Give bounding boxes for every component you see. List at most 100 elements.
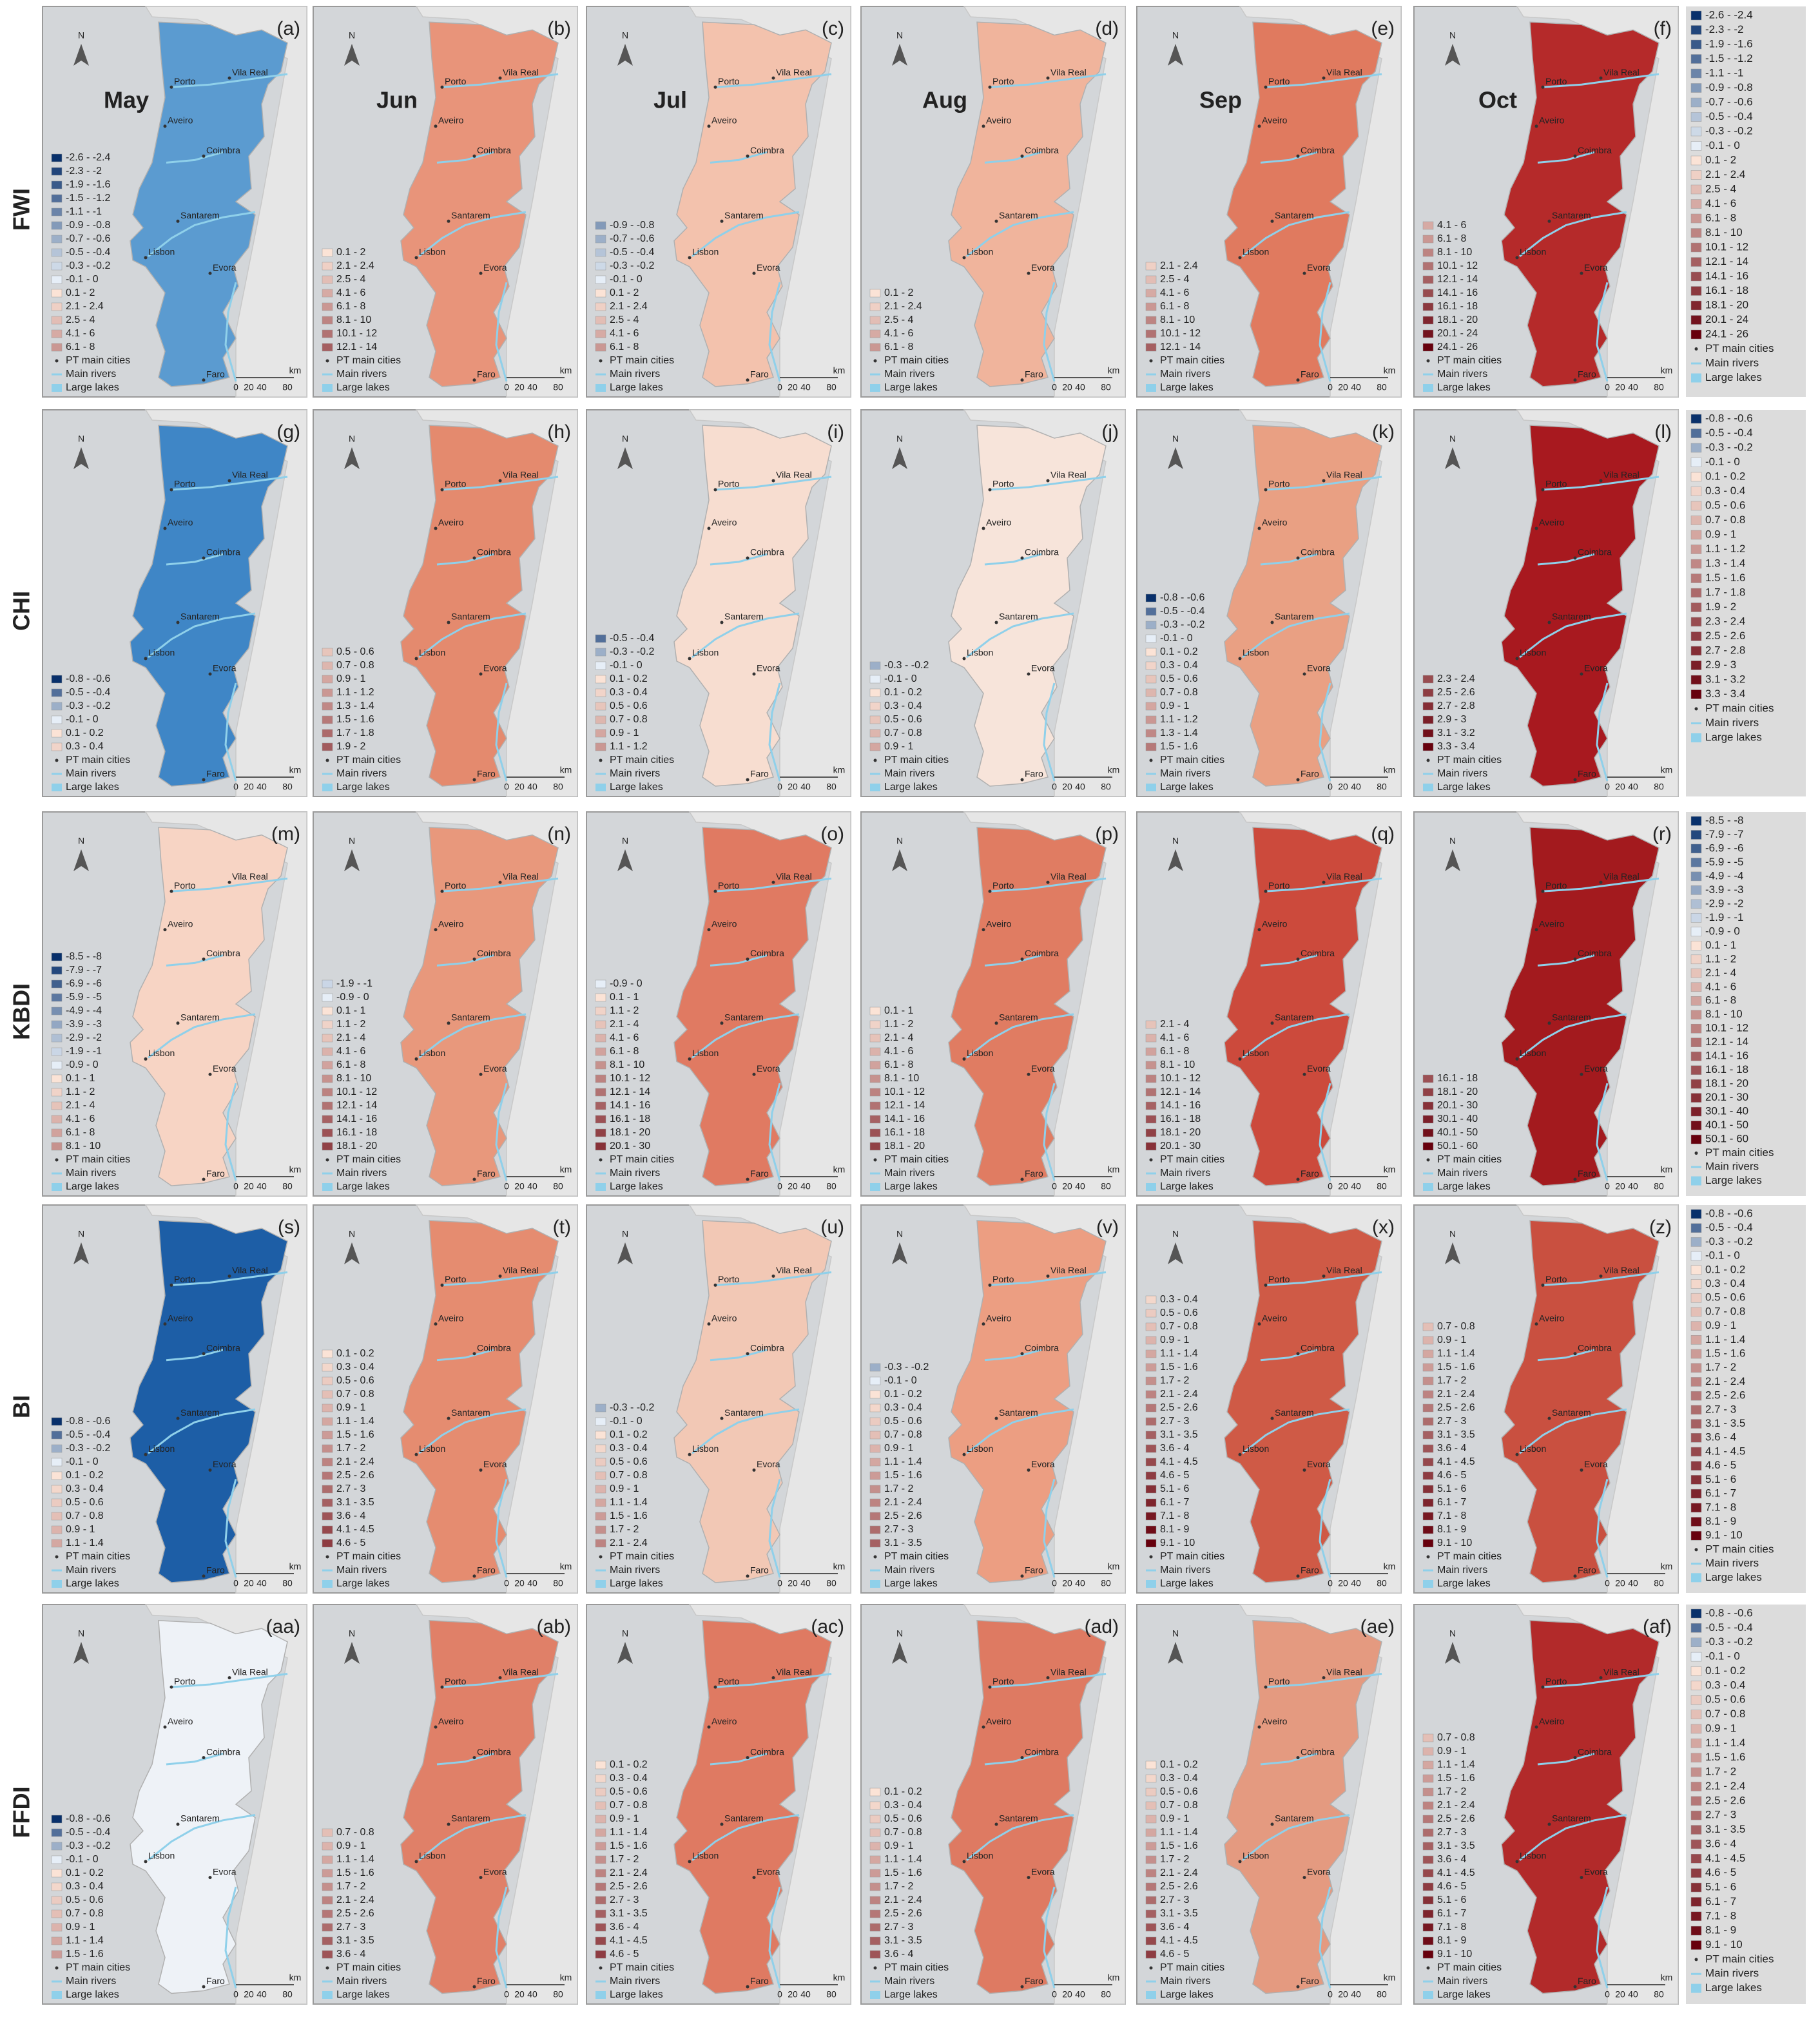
legend-label: 0.5 - 0.6 <box>610 1786 648 1797</box>
panel-label: (h) <box>547 421 571 443</box>
legend-label: 0.1 - 1 <box>610 992 639 1003</box>
city-name: Lisbon <box>1243 1443 1269 1454</box>
legend-swatch <box>595 1855 606 1864</box>
row-legend-box <box>1686 1605 1806 2004</box>
city-dot <box>1296 154 1300 158</box>
legend-label: -7.9 - -7 <box>1705 828 1744 840</box>
legend-extra: PT main cities <box>1705 342 1774 354</box>
spain-land <box>1516 1604 1679 2005</box>
legend-label: 8.1 - 10 <box>336 314 371 325</box>
legend-swatch <box>869 1815 881 1824</box>
legend-label: -0.9 - 0 <box>1705 925 1740 937</box>
city-dot <box>688 1057 692 1061</box>
city-dot <box>414 256 418 260</box>
legend-label: 3.1 - 3.5 <box>336 1497 374 1508</box>
legend-swatch <box>595 1444 606 1453</box>
city-dot <box>746 957 750 961</box>
river <box>1265 1271 1382 1286</box>
legend-label: 0.5 - 0.6 <box>610 700 648 711</box>
legend-label: 1.1 - 1.4 <box>336 1416 374 1427</box>
spain-land <box>1239 1604 1402 2005</box>
city-dot <box>1302 1072 1306 1076</box>
legend-label: 1.1 - 1.4 <box>884 1456 922 1467</box>
city-dot <box>434 124 438 128</box>
river <box>495 682 508 782</box>
city-name: Lisbon <box>1520 247 1546 257</box>
legend-label: 1.5 - 1.6 <box>1437 1362 1475 1373</box>
city-dot <box>1020 1985 1024 1989</box>
legend-swatch <box>595 1923 606 1932</box>
city-dot <box>1515 1057 1519 1061</box>
legend-label: 2.1 - 2.4 <box>610 1538 648 1548</box>
scale-label: 20 <box>244 1989 254 2000</box>
city-dot <box>1027 1876 1030 1880</box>
river <box>1319 1886 1331 1989</box>
city-name: Evora <box>1307 1866 1331 1876</box>
city-dot <box>479 271 483 275</box>
legend-swatch <box>1422 1417 1434 1426</box>
legend-swatch <box>595 1088 606 1097</box>
legend-label: -0.1 - 0 <box>66 714 99 725</box>
city-name: Coimbra <box>1301 1342 1335 1353</box>
city-name: Aveiro <box>1539 517 1565 528</box>
north-label: N <box>622 30 628 41</box>
legend-swatch <box>51 262 63 271</box>
city-dot <box>771 479 775 483</box>
legend-label: -0.3 - -0.2 <box>1160 619 1204 630</box>
legend-label: 14.1 - 16 <box>1160 1100 1201 1111</box>
legend-swatch <box>1145 648 1157 657</box>
scale-label: 20 <box>1062 782 1072 792</box>
scale-label: 40 <box>1351 1578 1361 1588</box>
legend-label: 0.3 - 0.4 <box>1705 1277 1745 1289</box>
city-name: Vila Real <box>232 470 268 480</box>
north-label: N <box>896 1229 903 1239</box>
city-name: Santarem <box>451 612 490 622</box>
scale-label: 0 <box>1328 782 1333 792</box>
legend-lake-symbol <box>1423 384 1433 392</box>
scale-label: 80 <box>282 382 293 392</box>
legend-label: 40.1 - 50 <box>1705 1119 1748 1131</box>
city-dot <box>1580 271 1583 275</box>
legend-extra: Main rivers <box>66 1565 116 1576</box>
legend-swatch <box>1690 1796 1702 1806</box>
city-name: Faro <box>477 369 496 379</box>
legend-label: 2.1 - 2.4 <box>1705 1780 1745 1792</box>
legend-swatch <box>1690 927 1702 937</box>
city-name: Vila Real <box>1050 871 1087 882</box>
legend-swatch <box>1145 675 1157 684</box>
river <box>1537 151 1595 164</box>
legend-swatch <box>1422 1828 1434 1837</box>
legend-label: 8.1 - 9 <box>1437 1935 1466 1946</box>
city-dot <box>434 928 438 932</box>
legend-label: 0.5 - 0.6 <box>336 646 374 657</box>
legend-label: -1.1 - -1 <box>1705 66 1744 79</box>
legend-swatch <box>1422 302 1434 311</box>
city-dot <box>1257 1322 1261 1326</box>
city-name: Lisbon <box>419 247 445 257</box>
legend-extra: Main rivers <box>1437 1168 1487 1179</box>
legend-label: 0.3 - 0.4 <box>610 1773 648 1784</box>
spain-land <box>144 409 307 797</box>
legend-swatch <box>1690 1868 1702 1878</box>
legend-label: 2.7 - 2.8 <box>1705 644 1745 656</box>
scale-label: 20 <box>514 382 525 392</box>
city-name: Coimbra <box>477 145 511 155</box>
legend-swatch <box>1690 871 1702 882</box>
north-arrow <box>344 849 360 871</box>
month-title: Jun <box>376 87 418 113</box>
city-name: Coimbra <box>1025 948 1059 958</box>
legend-label: 50.1 - 60 <box>1437 1141 1478 1152</box>
legend-lake-symbol <box>1146 1183 1156 1191</box>
scale-label: 0 <box>233 782 238 792</box>
legend-extra: Large lakes <box>884 1181 938 1192</box>
north-arrow <box>617 1642 633 1664</box>
city-name: Evora <box>1307 262 1331 273</box>
legend-label: 0.5 - 0.6 <box>66 1497 104 1508</box>
city-dot <box>1296 1352 1300 1356</box>
portugal-map <box>130 1620 288 1994</box>
legend-label: 0.5 - 0.6 <box>884 714 922 725</box>
legend-label: 0.9 - 1 <box>336 1840 365 1851</box>
legend-lake-symbol <box>322 784 333 791</box>
legend-label: 50.1 - 60 <box>1705 1133 1748 1145</box>
